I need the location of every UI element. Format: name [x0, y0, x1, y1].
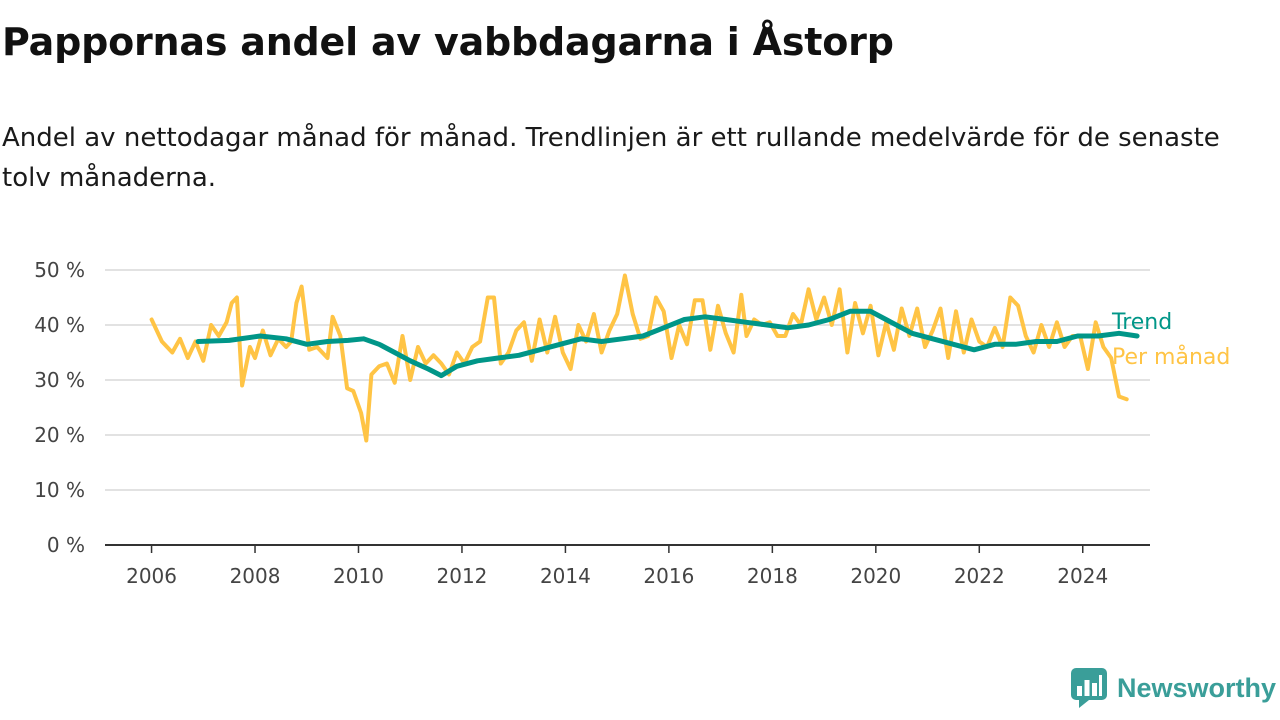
- grid-lines: [105, 269, 1150, 491]
- x-tick-label: 2006: [126, 564, 177, 588]
- brand-name: Newsworthy: [1116, 672, 1276, 703]
- x-tick-label: 2022: [954, 564, 1005, 588]
- newsworthy-brand: Newsworthy: [1070, 668, 1276, 708]
- x-tick-label: 2020: [850, 564, 901, 588]
- x-tick-label: 2010: [333, 564, 384, 588]
- x-tick-label: 2014: [540, 564, 591, 588]
- monthly-line: [149, 273, 1129, 443]
- monthly-series-label: Per månad: [1112, 344, 1230, 370]
- y-tick-label: 10 %: [34, 478, 85, 502]
- newsworthy-logo-icon: [1070, 668, 1107, 708]
- trend-line: [195, 308, 1140, 379]
- y-tick-label: 30 %: [34, 368, 85, 392]
- y-tick-label: 50 %: [34, 258, 85, 282]
- y-tick-label: 20 %: [34, 423, 85, 447]
- y-tick-label: 40 %: [34, 313, 85, 337]
- x-tick-label: 2018: [747, 564, 798, 588]
- chart-title: Pappornas andel av vabbdagarna i Åstorp: [2, 20, 894, 64]
- x-tick-label: 2012: [437, 564, 488, 588]
- axes: 0 % 10 % 20 % 30 % 40 % 50 % 2006 2008 2010 2012 2…: [34, 258, 1150, 588]
- chart-subtitle: Andel av nettodagar månad för månad. Tre…: [2, 123, 1220, 193]
- line-chart: 0 % 10 % 20 % 30 % 40 % 50 % 2006 2008 2010 2012 2…: [34, 258, 1230, 588]
- x-tick-label: 2016: [643, 564, 694, 588]
- series-lines: [149, 273, 1140, 443]
- series-labels: Trend Per månad: [1111, 310, 1230, 370]
- x-tick-label: 2024: [1057, 564, 1108, 588]
- x-tick-label: 2008: [230, 564, 281, 588]
- trend-series-label: Trend: [1111, 310, 1172, 335]
- y-tick-label: 0 %: [47, 533, 85, 557]
